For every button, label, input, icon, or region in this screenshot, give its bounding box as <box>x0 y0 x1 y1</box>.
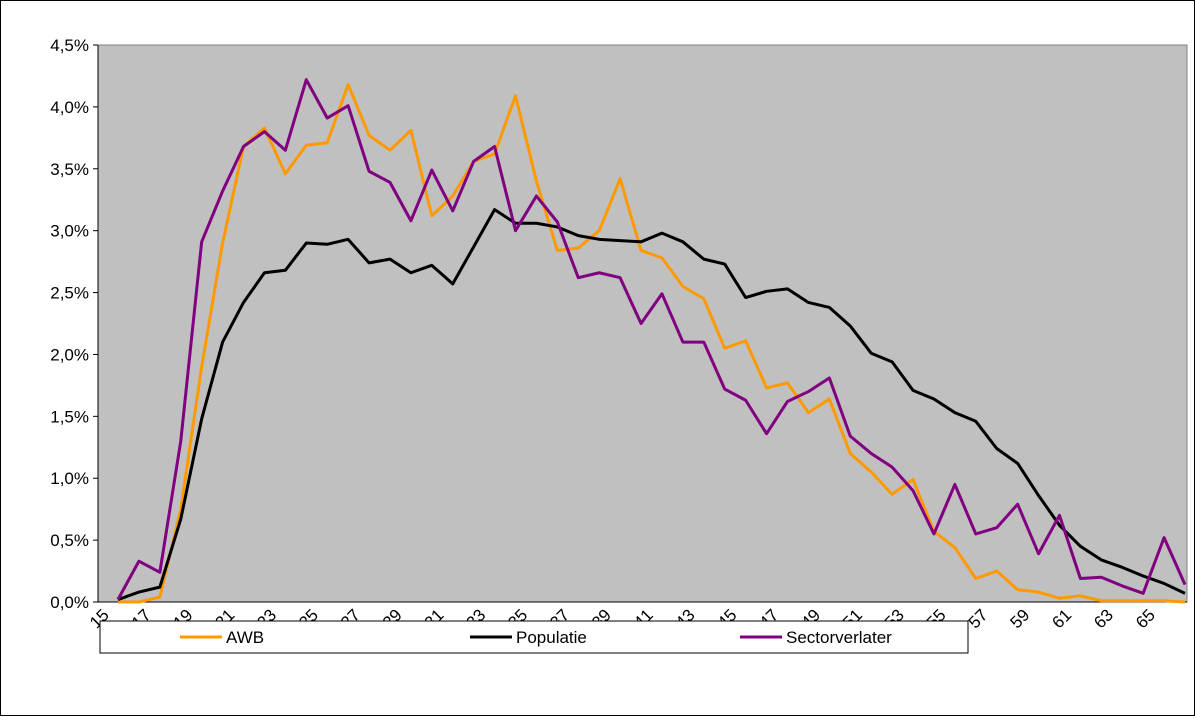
y-tick-label: 3,5% <box>50 160 89 179</box>
y-tick-label: 3,0% <box>50 222 89 241</box>
y-tick-label: 4,0% <box>50 98 89 117</box>
y-tick-label: 2,5% <box>50 284 89 303</box>
y-tick-label: 0,0% <box>50 593 89 612</box>
y-tick-label: 1,0% <box>50 469 89 488</box>
y-tick-label: 0,5% <box>50 531 89 550</box>
series-line <box>118 83 1186 604</box>
y-tick-label: 4,5% <box>50 36 89 55</box>
legend-box <box>99 620 969 654</box>
series-line <box>117 208 1186 601</box>
y-tick-label: 1,5% <box>50 407 89 426</box>
series-line <box>116 78 1187 601</box>
legend-label: Sectorverlater <box>786 628 892 647</box>
y-tick-label: 2,0% <box>50 345 89 364</box>
legend-label: AWB <box>226 628 264 647</box>
legend-label: Populatie <box>516 628 587 647</box>
